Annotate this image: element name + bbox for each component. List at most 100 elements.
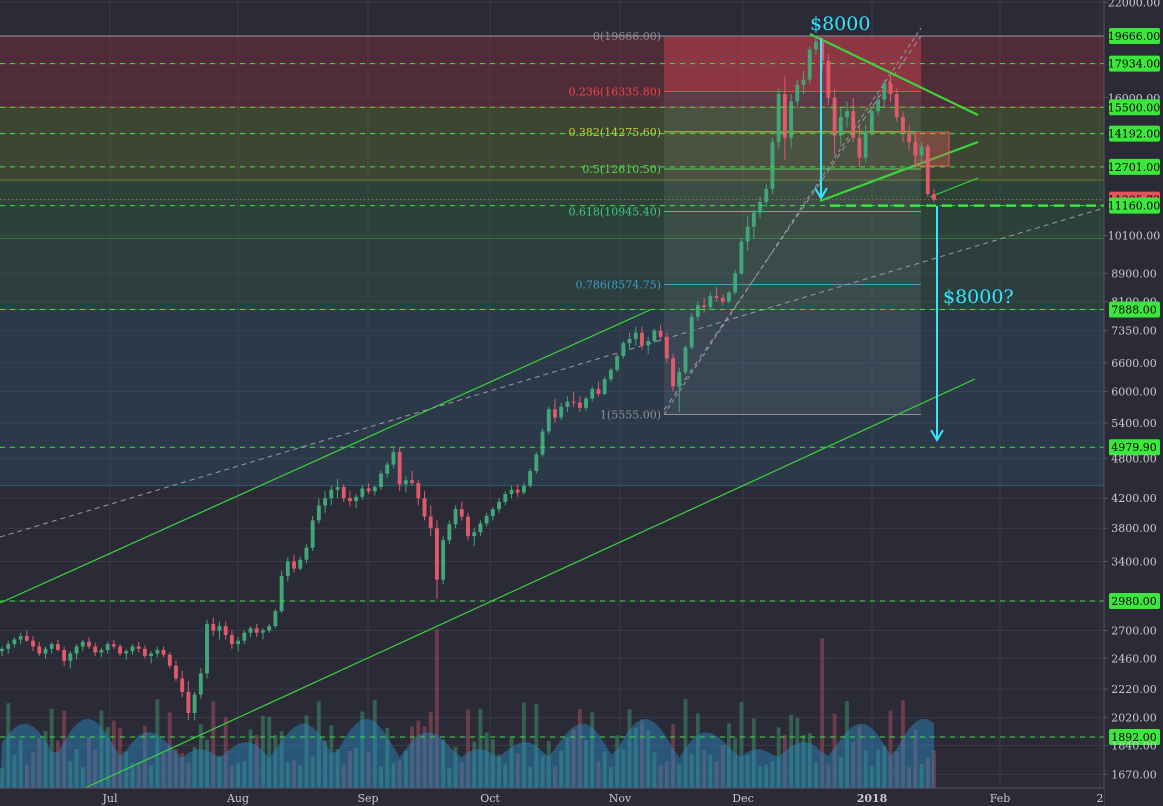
candle-body xyxy=(261,630,265,633)
candle-body xyxy=(640,332,644,346)
candle-body xyxy=(130,646,135,652)
dashed-levels[interactable] xyxy=(0,63,1104,738)
candle-body xyxy=(521,485,526,493)
candle-body xyxy=(882,83,887,100)
candle-body xyxy=(807,49,812,80)
volume-bar xyxy=(261,715,265,788)
volume-bar xyxy=(882,746,887,788)
candle-body xyxy=(453,509,458,525)
price-label-box xyxy=(1109,439,1160,456)
candle-body xyxy=(68,653,73,661)
candle-body xyxy=(43,648,48,654)
candle-body xyxy=(758,201,762,213)
candle-body xyxy=(615,356,620,370)
candle-body xyxy=(298,559,303,569)
trend-line xyxy=(84,378,976,789)
volume-bar xyxy=(689,754,694,788)
volume-bar xyxy=(205,739,209,788)
candle-body xyxy=(664,336,669,359)
candle-body xyxy=(329,489,334,499)
candle-body xyxy=(87,641,91,647)
volume-bar xyxy=(248,729,253,788)
candle-body xyxy=(770,142,775,189)
candle-body xyxy=(161,649,166,655)
fib-label: 1(5555.00) xyxy=(600,409,661,422)
volume-bar xyxy=(87,737,91,788)
candle-body xyxy=(285,561,290,576)
price-tick-label: 8900.00 xyxy=(1111,267,1157,280)
candle-body xyxy=(217,626,222,631)
volume-bar xyxy=(180,752,185,788)
candle-body xyxy=(416,482,421,499)
fib-label: 0.618(10945.40) xyxy=(568,205,661,218)
volume-bar xyxy=(484,732,489,788)
price-tick-label: 3800.00 xyxy=(1111,522,1157,535)
price-axis[interactable]: 22000.0019666.0017934.0016000.0015500.00… xyxy=(1103,0,1163,806)
price-label: 17934.00 xyxy=(1108,58,1161,71)
volume-bar xyxy=(211,701,216,788)
price-tick-label: 3400.00 xyxy=(1111,556,1157,569)
volume-bar xyxy=(310,756,315,788)
candle-body xyxy=(403,480,408,485)
candle-body xyxy=(646,341,651,346)
volume-bar xyxy=(273,734,278,788)
zone-band xyxy=(0,180,1104,239)
candle-body xyxy=(714,296,719,298)
volume-bar xyxy=(907,767,912,788)
price-tick-label: 2020.00 xyxy=(1111,711,1157,724)
candle-body xyxy=(776,94,781,143)
volume-bar xyxy=(876,749,881,788)
candle-body xyxy=(31,640,35,647)
annotations[interactable]: $8000 $8000? xyxy=(810,13,1014,442)
time-tick-label: Oct xyxy=(480,792,500,805)
candle-body xyxy=(621,343,626,357)
price-label: 12701.00 xyxy=(1108,161,1161,174)
candle-body xyxy=(820,41,825,61)
candle-body xyxy=(466,516,470,537)
candle-body xyxy=(136,646,141,649)
candle-body xyxy=(907,133,912,143)
volume-bar xyxy=(633,727,638,788)
candle-body xyxy=(571,401,576,403)
volume-bar xyxy=(627,709,632,788)
candle-body xyxy=(391,452,396,465)
candle-body xyxy=(142,648,147,656)
time-tick-label: 2 xyxy=(1097,792,1104,805)
candle-body xyxy=(801,79,806,85)
candle-body xyxy=(236,640,241,645)
price-label-box xyxy=(1109,158,1160,175)
volume-bar xyxy=(37,738,42,788)
volume-bar xyxy=(695,713,700,788)
candle-body xyxy=(354,496,359,502)
time-tick-label: Jul xyxy=(101,792,117,805)
price-tick-label: 1840.00 xyxy=(1111,739,1157,752)
candle-body xyxy=(74,646,79,654)
candle-body xyxy=(211,623,216,631)
time-axis[interactable]: Jul Aug Sep Oct Nov Dec 2018 Feb 2 xyxy=(0,787,1104,806)
price-tick-label: 2460.00 xyxy=(1111,652,1157,665)
price-label-box xyxy=(1109,99,1160,116)
volume-bar xyxy=(801,734,806,788)
annotation-top-arrow-head xyxy=(814,187,828,200)
candle-body xyxy=(869,111,874,132)
volume-bar xyxy=(453,746,458,788)
volume-bar xyxy=(869,766,874,788)
volume-bar xyxy=(323,740,328,788)
candle-body xyxy=(186,691,191,713)
volume-bar xyxy=(68,761,73,788)
volume-bar xyxy=(584,740,588,788)
candle-body xyxy=(49,644,54,649)
candle-body xyxy=(254,628,259,633)
price-label-box xyxy=(1109,592,1160,609)
candle-body xyxy=(478,523,483,533)
price-tick-label: 1670.00 xyxy=(1111,768,1157,781)
volume-bar xyxy=(403,751,408,788)
candle-body xyxy=(192,694,197,713)
volume-bar xyxy=(242,761,247,788)
candle-body xyxy=(671,358,675,387)
candle-body xyxy=(397,452,402,485)
candle-body xyxy=(689,316,694,348)
volume-bar xyxy=(428,711,433,788)
volume-bar xyxy=(795,717,800,788)
